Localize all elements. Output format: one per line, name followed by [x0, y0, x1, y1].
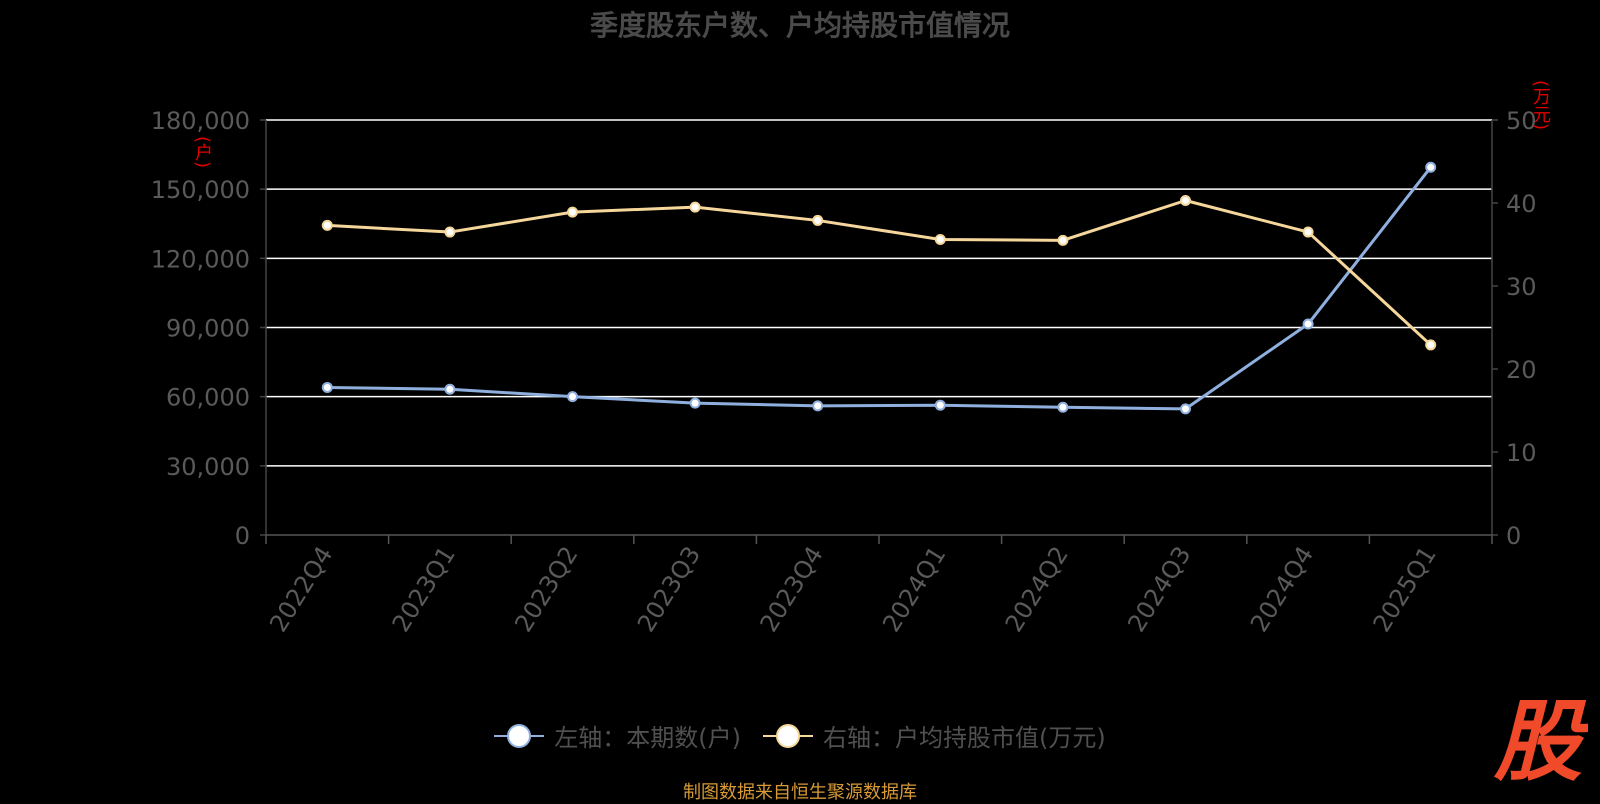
legend-item-left-series[interactable]: 左轴：本期数(户) [494, 718, 741, 753]
left-series-point [934, 399, 946, 411]
x-axis-tick-label: 2023Q4 [755, 541, 829, 637]
left-series-point [567, 391, 578, 403]
left-series-point [689, 397, 701, 409]
left-series-point [444, 383, 456, 395]
left-axis-tick-label: 90,000 [166, 315, 250, 343]
legend-left-series-marker-icon [494, 723, 545, 748]
left-axis-unit: (户) [192, 136, 213, 169]
right-series-line [327, 199, 1432, 347]
x-axis-tick-label: 2023Q2 [509, 541, 583, 637]
right-series-point [1180, 195, 1191, 207]
right-axis-tick-label: 0 [1506, 522, 1521, 550]
left-series-point [321, 381, 333, 393]
x-axis-tick-label: 2024Q2 [1000, 541, 1074, 637]
right-series-point [934, 234, 946, 246]
stock-logo-watermark: 股 [1493, 690, 1588, 790]
right-axis-tick-label: 30 [1506, 273, 1537, 301]
right-series-point [1425, 339, 1437, 351]
right-axis-tick-label: 10 [1506, 439, 1537, 467]
left-series-point [1425, 161, 1437, 173]
right-axis-tick-label: 20 [1506, 356, 1537, 384]
right-series-point [689, 201, 701, 213]
right-axis-unit: (万元) [1530, 80, 1551, 131]
right-series-point [321, 219, 333, 231]
x-axis-tick-label: 2022Q4 [264, 541, 338, 637]
left-series-line [327, 166, 1432, 411]
x-axis-tick-label: 2023Q1 [387, 541, 461, 637]
legend-left-series-label: 左轴：本期数(户) [554, 724, 741, 752]
right-series-point [812, 214, 824, 226]
left-axis-tick-label: 180,000 [151, 107, 250, 135]
x-axis-tick-label: 2025Q1 [1368, 541, 1442, 637]
legend-item-right-series[interactable]: 右轴：户均持股市值(万元) [763, 718, 1106, 753]
legend-right-series-marker-icon [763, 723, 813, 748]
left-axis-tick-label: 0 [235, 522, 250, 550]
x-axis-tick-label: 2024Q3 [1122, 541, 1196, 637]
data-source-note: 制图数据来自恒生聚源数据库 [683, 782, 917, 803]
left-axis-tick-label: 30,000 [166, 453, 250, 481]
left-series-point [1057, 401, 1069, 413]
right-series-point [444, 226, 456, 238]
stock-logo-glyph: 股 [1493, 690, 1588, 790]
right-axis-tick-label: 40 [1506, 190, 1537, 218]
right-series-point [1302, 226, 1314, 238]
x-axis-tick-label: 2024Q1 [877, 541, 951, 637]
x-axis-tick-label: 2024Q4 [1245, 541, 1319, 637]
legend: 左轴：本期数(户) 右轴：户均持股市值(万元) [0, 718, 1600, 753]
left-axis-tick-label: 150,000 [151, 176, 250, 204]
left-series-point [812, 400, 824, 412]
right-series-point [567, 206, 578, 218]
right-axis-tick-label: 50 [1506, 107, 1537, 135]
legend-right-series-label: 右轴：户均持股市值(万元) [823, 724, 1106, 752]
left-axis-tick-label: 120,000 [151, 245, 250, 273]
right-series-point [1057, 234, 1069, 246]
left-series-point [1180, 403, 1191, 415]
x-axis-tick-label: 2023Q3 [632, 541, 706, 637]
left-series-point [1302, 318, 1314, 330]
chart-title: 季度股东户数、户均持股市值情况 [589, 9, 1010, 42]
left-axis-tick-label: 60,000 [166, 384, 250, 412]
